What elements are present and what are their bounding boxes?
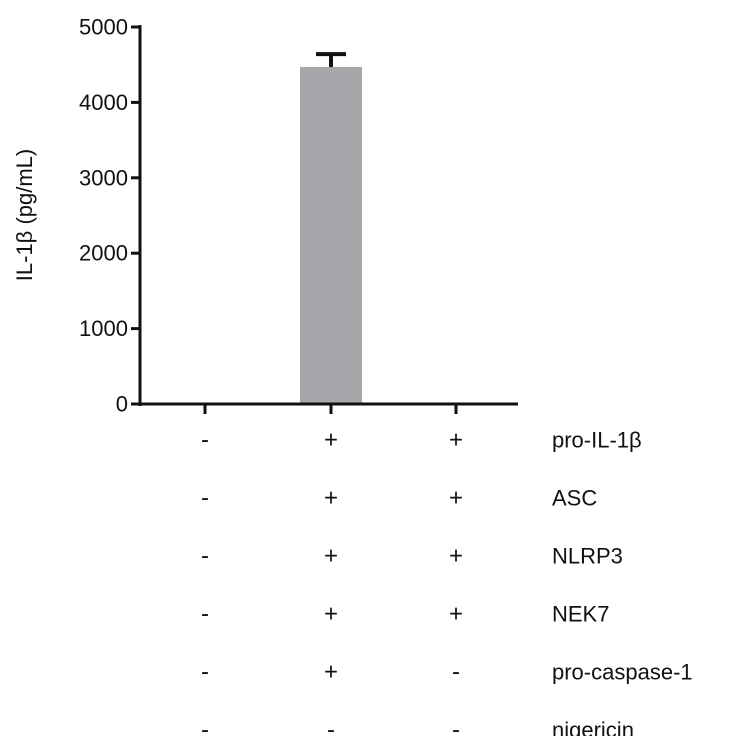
condition-sign: - <box>201 659 209 686</box>
condition-label: ASC <box>552 486 597 511</box>
condition-sign: + <box>324 601 338 628</box>
condition-label: NLRP3 <box>552 544 623 569</box>
condition-sign: - <box>201 717 209 736</box>
condition-sign: + <box>324 659 338 686</box>
condition-sign: - <box>201 485 209 512</box>
y-axis-label: IL-1β (pg/mL) <box>12 149 37 281</box>
condition-sign: - <box>201 601 209 628</box>
y-tick-label: 2000 <box>79 241 128 266</box>
condition-label: pro-IL-1β <box>552 428 642 453</box>
condition-sign: + <box>449 485 463 512</box>
y-tick-label: 0 <box>116 392 128 417</box>
bar <box>300 66 362 404</box>
condition-sign: + <box>324 543 338 570</box>
condition-sign: - <box>452 717 460 736</box>
condition-sign: - <box>201 427 209 454</box>
condition-sign: + <box>324 427 338 454</box>
condition-sign: + <box>324 485 338 512</box>
condition-sign: - <box>452 659 460 686</box>
plot-area: 0 1000 2000 3000 4000 5000 - + + pro-IL-1β - + + ASC -… <box>79 15 693 736</box>
condition-label: nigericin <box>552 718 634 736</box>
y-tick-label: 1000 <box>79 316 128 341</box>
condition-sign: - <box>327 717 335 736</box>
condition-sign: - <box>201 543 209 570</box>
condition-label: NEK7 <box>552 602 609 627</box>
y-tick-label: 4000 <box>79 90 128 115</box>
condition-label: pro-caspase-1 <box>552 660 693 685</box>
y-tick-label: 5000 <box>79 15 128 40</box>
condition-sign: + <box>449 601 463 628</box>
condition-sign: + <box>449 427 463 454</box>
condition-sign: + <box>449 543 463 570</box>
y-tick-label: 3000 <box>79 165 128 190</box>
